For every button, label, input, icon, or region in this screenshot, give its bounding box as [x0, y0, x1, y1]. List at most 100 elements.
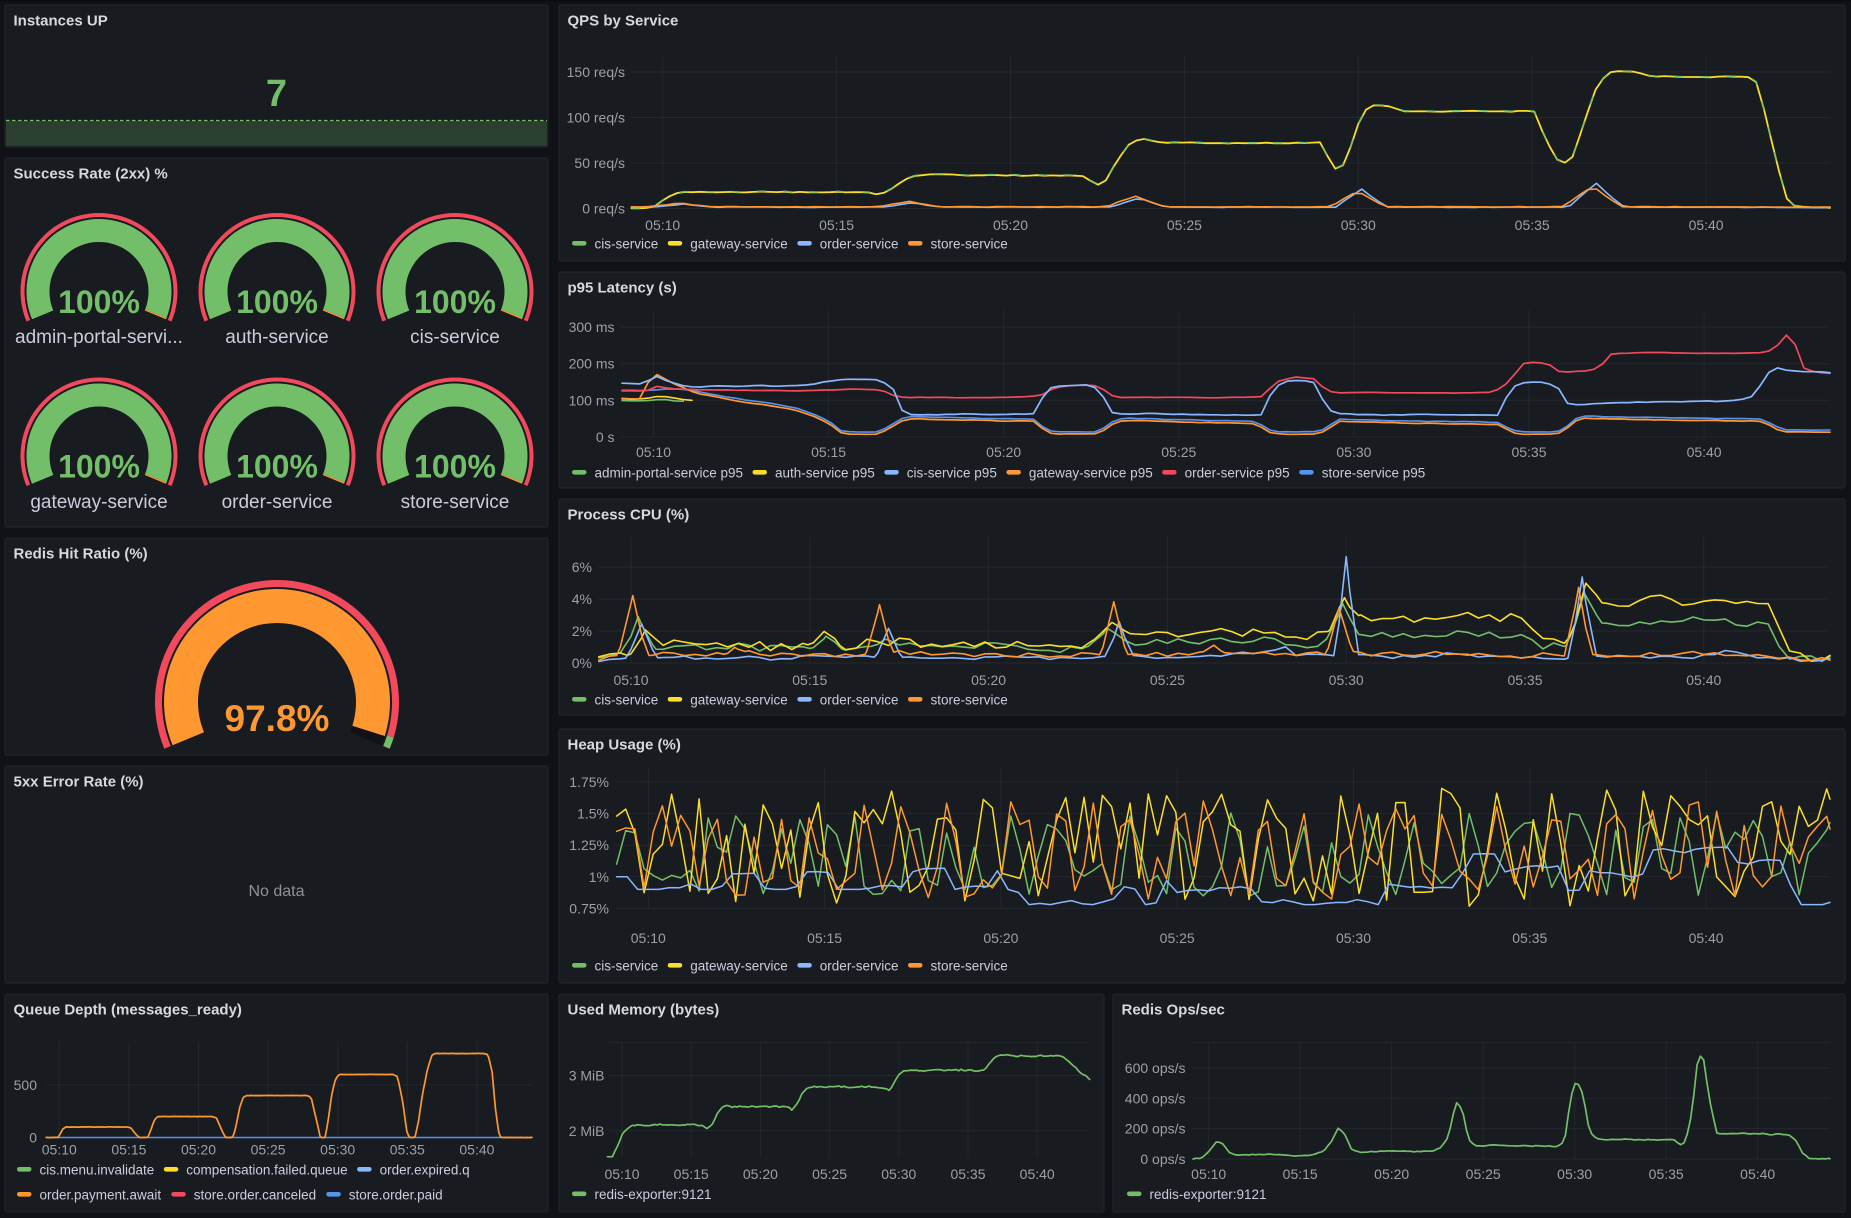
svg-text:05:15: 05:15 [807, 930, 842, 946]
svg-text:05:40: 05:40 [1686, 672, 1721, 688]
svg-text:50 req/s: 50 req/s [574, 155, 625, 171]
svg-text:2 MiB: 2 MiB [569, 1123, 605, 1139]
svg-text:05:35: 05:35 [1512, 930, 1547, 946]
svg-text:6%: 6% [572, 559, 592, 575]
svg-text:order.expired.q: order.expired.q [380, 1163, 470, 1178]
svg-text:05:15: 05:15 [1283, 1166, 1318, 1182]
svg-text:cis-service p95: cis-service p95 [907, 466, 997, 481]
svg-text:2%: 2% [572, 623, 592, 639]
svg-text:Process CPU (%): Process CPU (%) [568, 507, 690, 524]
svg-text:gateway-service: gateway-service [30, 492, 167, 513]
svg-text:100 req/s: 100 req/s [567, 110, 625, 126]
svg-text:cis-service: cis-service [595, 959, 659, 974]
svg-text:order-service: order-service [820, 237, 899, 252]
svg-text:05:40: 05:40 [1020, 1166, 1055, 1182]
svg-text:1.25%: 1.25% [569, 837, 609, 853]
svg-text:05:20: 05:20 [181, 1142, 216, 1158]
svg-text:05:30: 05:30 [881, 1166, 916, 1182]
svg-text:No data: No data [248, 883, 304, 900]
svg-text:7: 7 [266, 73, 287, 115]
svg-text:05:40: 05:40 [1740, 1166, 1775, 1182]
svg-text:05:25: 05:25 [1466, 1166, 1501, 1182]
svg-text:1%: 1% [589, 869, 609, 885]
svg-text:Used Memory (bytes): Used Memory (bytes) [568, 1002, 720, 1019]
svg-text:gateway-service p95: gateway-service p95 [1029, 466, 1153, 481]
svg-text:100%: 100% [236, 284, 318, 320]
svg-text:cis-service: cis-service [595, 693, 659, 708]
svg-text:05:30: 05:30 [1336, 930, 1371, 946]
svg-text:store-service: store-service [931, 959, 1008, 974]
svg-text:Success Rate (2xx) %: Success Rate (2xx) % [14, 166, 168, 183]
svg-text:3 MiB: 3 MiB [569, 1068, 605, 1084]
svg-text:05:20: 05:20 [983, 930, 1018, 946]
svg-text:order-service: order-service [820, 959, 899, 974]
svg-text:05:15: 05:15 [674, 1166, 709, 1182]
svg-text:05:10: 05:10 [604, 1166, 639, 1182]
svg-text:05:35: 05:35 [390, 1142, 425, 1158]
svg-text:gateway-service: gateway-service [690, 959, 788, 974]
svg-text:05:30: 05:30 [320, 1142, 355, 1158]
svg-text:400 ops/s: 400 ops/s [1125, 1090, 1186, 1106]
svg-text:150 req/s: 150 req/s [567, 64, 625, 80]
svg-text:Redis Ops/sec: Redis Ops/sec [1122, 1002, 1225, 1019]
svg-text:1.75%: 1.75% [569, 774, 609, 790]
svg-text:05:20: 05:20 [1374, 1166, 1409, 1182]
svg-text:4%: 4% [572, 591, 592, 607]
svg-text:100%: 100% [58, 284, 140, 320]
svg-text:05:30: 05:30 [1341, 217, 1376, 233]
svg-text:05:15: 05:15 [811, 444, 846, 460]
svg-text:0.75%: 0.75% [569, 900, 609, 916]
svg-text:auth-service p95: auth-service p95 [775, 466, 875, 481]
svg-text:QPS by Service: QPS by Service [568, 13, 679, 30]
svg-text:05:30: 05:30 [1557, 1166, 1592, 1182]
svg-text:05:40: 05:40 [1687, 444, 1722, 460]
svg-text:gateway-service: gateway-service [690, 693, 788, 708]
svg-text:05:15: 05:15 [819, 217, 854, 233]
svg-text:05:10: 05:10 [1191, 1166, 1226, 1182]
svg-text:05:10: 05:10 [42, 1142, 77, 1158]
svg-text:05:40: 05:40 [1689, 930, 1724, 946]
svg-text:05:20: 05:20 [986, 444, 1021, 460]
svg-text:0 req/s: 0 req/s [582, 201, 625, 217]
svg-text:store-service: store-service [401, 492, 510, 513]
svg-text:redis-exporter:9121: redis-exporter:9121 [1150, 1187, 1267, 1202]
svg-text:05:25: 05:25 [1167, 217, 1202, 233]
svg-text:05:35: 05:35 [1511, 444, 1546, 460]
svg-text:store-service: store-service [931, 693, 1008, 708]
svg-text:05:35: 05:35 [1507, 672, 1542, 688]
svg-text:Instances UP: Instances UP [14, 13, 108, 30]
svg-text:store.order.canceled: store.order.canceled [194, 1188, 316, 1203]
svg-text:admin-portal-service p95: admin-portal-service p95 [595, 466, 744, 481]
svg-text:Queue Depth (messages_ready): Queue Depth (messages_ready) [14, 1002, 242, 1019]
svg-text:05:10: 05:10 [613, 672, 648, 688]
svg-text:admin-portal-servi...: admin-portal-servi... [15, 327, 183, 348]
svg-text:05:25: 05:25 [1160, 930, 1195, 946]
svg-text:05:15: 05:15 [792, 672, 827, 688]
svg-text:05:30: 05:30 [1329, 672, 1364, 688]
svg-text:1.5%: 1.5% [577, 806, 609, 822]
svg-text:cis.menu.invalidate: cis.menu.invalidate [40, 1163, 155, 1178]
svg-text:05:25: 05:25 [251, 1142, 286, 1158]
svg-text:Redis Hit Ratio (%): Redis Hit Ratio (%) [14, 546, 148, 563]
svg-text:05:10: 05:10 [631, 930, 666, 946]
svg-text:order-service p95: order-service p95 [1185, 466, 1290, 481]
svg-text:200 ops/s: 200 ops/s [1125, 1121, 1186, 1137]
svg-text:100%: 100% [414, 284, 496, 320]
svg-text:05:25: 05:25 [812, 1166, 847, 1182]
svg-text:5xx Error Rate (%): 5xx Error Rate (%) [14, 774, 144, 791]
svg-text:order-service: order-service [222, 492, 333, 513]
svg-text:cis-service: cis-service [410, 327, 500, 348]
svg-text:05:10: 05:10 [645, 217, 680, 233]
svg-text:redis-exporter:9121: redis-exporter:9121 [595, 1187, 712, 1202]
svg-text:auth-service: auth-service [225, 327, 329, 348]
svg-text:05:15: 05:15 [111, 1142, 146, 1158]
svg-text:05:40: 05:40 [459, 1142, 494, 1158]
svg-text:gateway-service: gateway-service [690, 237, 788, 252]
svg-text:05:35: 05:35 [1515, 217, 1550, 233]
svg-text:05:20: 05:20 [971, 672, 1006, 688]
svg-text:store-service p95: store-service p95 [1322, 466, 1426, 481]
svg-text:05:25: 05:25 [1161, 444, 1196, 460]
svg-text:97.8%: 97.8% [225, 698, 330, 739]
svg-text:0 s: 0 s [596, 429, 615, 445]
svg-text:store.order.paid: store.order.paid [349, 1188, 443, 1203]
